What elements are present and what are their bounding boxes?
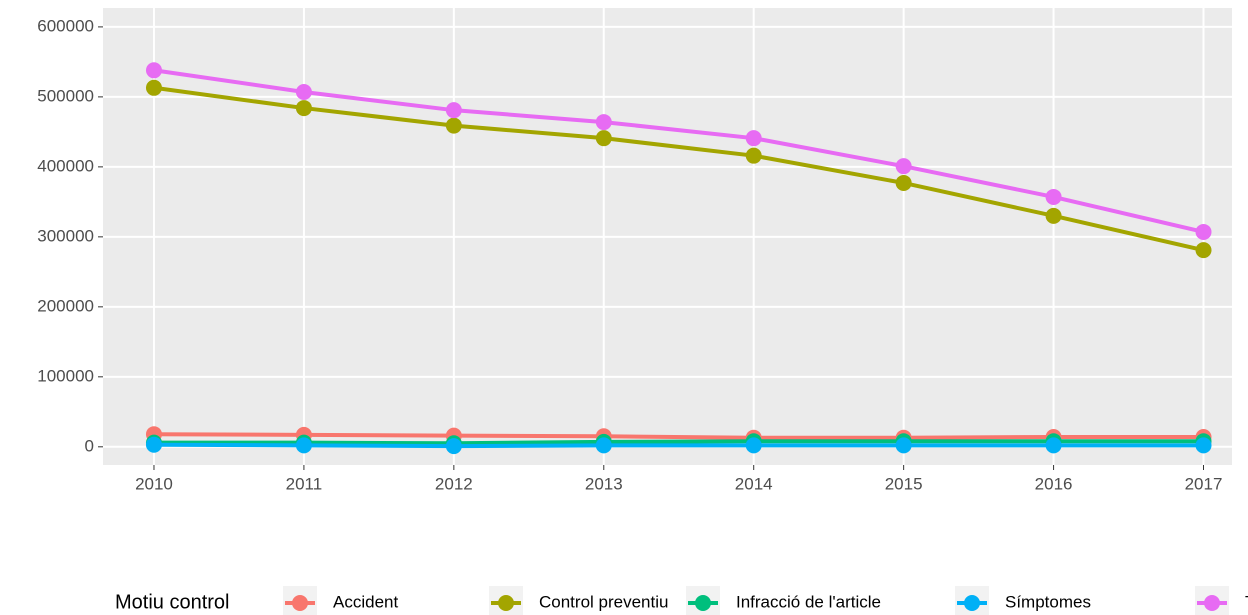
y-tick-label: 600000 bbox=[37, 16, 94, 35]
series-line bbox=[153, 432, 1204, 440]
x-tick-label: 2015 bbox=[885, 474, 923, 493]
y-tick-label: 300000 bbox=[37, 226, 94, 245]
point bbox=[145, 79, 162, 96]
point bbox=[1195, 223, 1212, 240]
point bbox=[445, 117, 462, 134]
point bbox=[895, 174, 912, 191]
point bbox=[745, 437, 762, 454]
legend-label: Infracció de l'article bbox=[736, 592, 881, 611]
legend-label: Símptomes bbox=[1005, 592, 1091, 611]
x-tick-label: 2013 bbox=[585, 474, 623, 493]
point bbox=[445, 102, 462, 119]
point bbox=[1195, 242, 1212, 259]
legend-label: Control preventiu bbox=[539, 592, 668, 611]
x-tick-label: 2011 bbox=[286, 474, 323, 493]
point bbox=[595, 437, 612, 454]
series-line bbox=[153, 85, 1204, 253]
point bbox=[145, 436, 162, 453]
legend-title: Motiu control bbox=[115, 591, 230, 613]
legend-point bbox=[498, 595, 514, 611]
y-tick-label: 500000 bbox=[37, 86, 94, 105]
y-tick-label: 100000 bbox=[37, 366, 94, 385]
legend-point bbox=[292, 595, 308, 611]
x-tick-label: 2016 bbox=[1035, 474, 1073, 493]
point bbox=[145, 62, 162, 79]
point bbox=[295, 100, 312, 117]
x-tick-label: 2017 bbox=[1185, 474, 1223, 493]
y-tick-label: 0 bbox=[85, 436, 94, 455]
x-tick-label: 2014 bbox=[735, 474, 773, 493]
point bbox=[595, 114, 612, 131]
series-line bbox=[153, 439, 1204, 446]
legend-point bbox=[964, 595, 980, 611]
point bbox=[1195, 437, 1212, 454]
point bbox=[295, 83, 312, 100]
point bbox=[595, 130, 612, 147]
x-tick-label: 2012 bbox=[435, 474, 473, 493]
y-tick-label: 400000 bbox=[37, 156, 94, 175]
point bbox=[895, 158, 912, 175]
legend-point bbox=[695, 595, 711, 611]
legend-label: Total bbox=[1245, 592, 1248, 611]
y-tick-label: 200000 bbox=[37, 296, 94, 315]
point bbox=[895, 437, 912, 454]
point bbox=[1045, 188, 1062, 205]
series-line bbox=[153, 68, 1204, 234]
point bbox=[1045, 437, 1062, 454]
point bbox=[295, 437, 312, 454]
series-line bbox=[153, 442, 1204, 449]
legend-point bbox=[1204, 595, 1220, 611]
legend-label: Accident bbox=[333, 592, 398, 611]
point bbox=[745, 147, 762, 164]
x-tick-label: 2010 bbox=[135, 474, 173, 493]
point bbox=[1045, 207, 1062, 224]
point bbox=[445, 438, 462, 455]
point bbox=[745, 130, 762, 147]
